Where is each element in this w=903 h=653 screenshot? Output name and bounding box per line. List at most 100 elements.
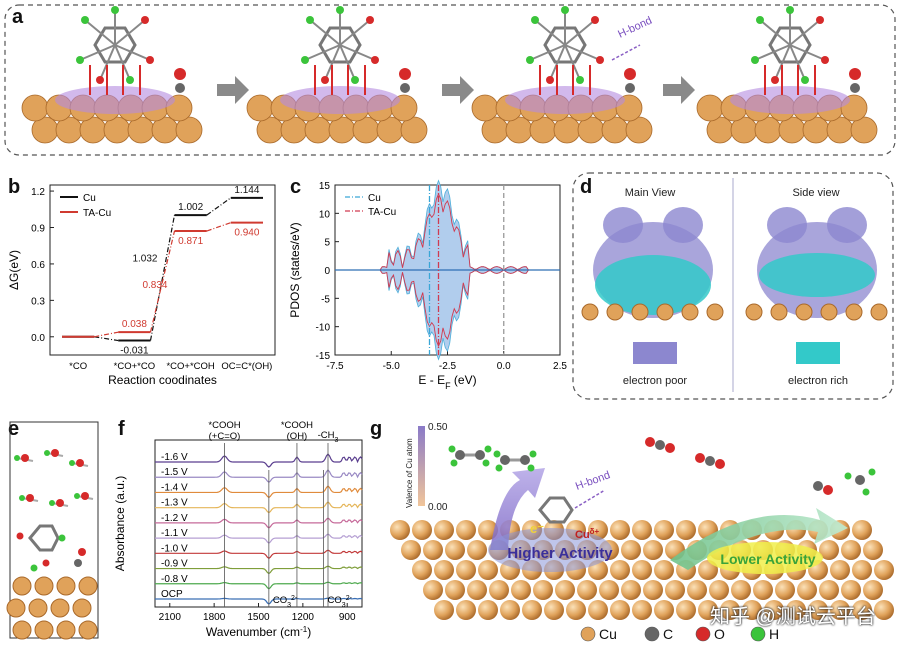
valence-colorbar xyxy=(418,426,425,506)
ta-cu-pdos-line xyxy=(335,192,560,348)
cu-atom xyxy=(819,540,839,560)
cu-atom xyxy=(830,600,850,620)
energy-connector xyxy=(94,336,119,342)
g-hbond-label: H-bond xyxy=(574,469,612,493)
cu-atom xyxy=(588,600,608,620)
lower-activity-label: Lower Activity xyxy=(720,551,815,567)
x-tick-label: 1500 xyxy=(247,612,270,623)
cu-atom xyxy=(423,580,443,600)
ta-layer xyxy=(730,86,850,114)
cu-atom xyxy=(745,303,763,321)
h-atom xyxy=(19,495,25,501)
legend-atom-label: O xyxy=(714,626,725,642)
legend-atom-label: Cu xyxy=(599,626,617,642)
main-view-label: Main View xyxy=(625,187,676,199)
spectrum-label: -1.6 V xyxy=(161,452,188,463)
panel-d-frame xyxy=(572,172,894,400)
ring xyxy=(93,26,137,64)
spectrum-label: -1.4 V xyxy=(161,482,188,493)
cu-atom xyxy=(643,580,663,600)
cu-atom xyxy=(412,520,432,540)
step-label: 0.834 xyxy=(142,280,167,291)
cu-atom xyxy=(676,600,696,620)
y-tick-label: 0.3 xyxy=(31,296,45,307)
cu-atom xyxy=(246,94,274,122)
legend-label: TA-Cu xyxy=(368,207,396,218)
panel-b-letter: b xyxy=(8,176,21,198)
cu-atom xyxy=(34,576,54,596)
x-axis-label: E - EF (eV) xyxy=(418,373,476,391)
cu-atom xyxy=(656,303,674,321)
cu-atom xyxy=(742,600,762,620)
lower-activity-patch xyxy=(707,542,823,574)
x-tick-label: -7.5 xyxy=(326,361,344,372)
cu-atom xyxy=(456,520,476,540)
panel-e-cell xyxy=(9,421,99,639)
cu-atom xyxy=(808,600,828,620)
o-atom xyxy=(26,494,34,502)
cu-atom xyxy=(681,303,699,321)
cu-atom xyxy=(632,560,652,580)
spectrum-label: -1.5 V xyxy=(161,467,188,478)
side-view-image xyxy=(745,207,888,321)
spectrum-label: -1.0 V xyxy=(161,543,188,554)
y-tick-label: 1.2 xyxy=(31,187,45,198)
spectrum-label: -1.3 V xyxy=(161,498,188,509)
cu-atom xyxy=(21,94,49,122)
panel-a-letter: a xyxy=(12,6,24,28)
cu-atom xyxy=(852,520,872,540)
panel-e-structure xyxy=(6,421,99,640)
legend-label: Cu xyxy=(83,193,96,204)
structure-2 xyxy=(246,6,428,144)
y-tick-label: 0.0 xyxy=(31,333,45,344)
panel-b-free-energy-chart: 0.0 0.3 0.6 0.9 1.2 *CO *CO+*CO *CO+*COH OC=C*(O… xyxy=(7,184,276,387)
rich-region xyxy=(595,255,711,315)
higher-activity-arrow xyxy=(490,468,545,550)
panel-d-letter: d xyxy=(580,176,593,198)
cu-atom xyxy=(830,560,850,580)
cu-atom xyxy=(870,303,888,321)
cu-atom xyxy=(401,540,421,560)
cu-atom xyxy=(654,560,674,580)
x-tick-label: 1800 xyxy=(203,612,226,623)
energy-connector xyxy=(149,230,176,333)
spectrum-line xyxy=(155,565,363,575)
ring xyxy=(768,26,812,64)
x-tick-label: -2.5 xyxy=(439,361,457,372)
cu-atom xyxy=(434,600,454,620)
o-atom xyxy=(399,68,411,80)
h-atom xyxy=(801,76,809,84)
c-atom xyxy=(175,83,185,93)
cu-atom xyxy=(786,600,806,620)
energy-label: 1.144 xyxy=(234,185,259,196)
o-atom xyxy=(321,76,329,84)
h-atom xyxy=(81,16,89,24)
cu-atom xyxy=(412,560,432,580)
cu-atom xyxy=(819,580,839,600)
y-tick-label: 10 xyxy=(319,209,331,220)
spectrum-label: -0.8 V xyxy=(161,574,188,585)
o-atom xyxy=(81,492,89,500)
cu-atom xyxy=(456,600,476,620)
electron-poor-label: electron poor xyxy=(623,375,688,387)
rich-region xyxy=(759,253,875,297)
cu-atom xyxy=(841,540,861,560)
cu-atom xyxy=(852,560,872,580)
arrow-3 xyxy=(663,76,695,104)
legend-atom-cu xyxy=(580,626,596,642)
h-atom xyxy=(126,76,134,84)
h-atom xyxy=(351,76,359,84)
h-atom xyxy=(531,16,539,24)
watermark: 知乎 @测试云平台 xyxy=(710,606,876,628)
cu-atom xyxy=(753,580,773,600)
cu-atom xyxy=(555,580,575,600)
x-axis-label: Wavenumber (cm-1) xyxy=(206,625,311,640)
energy-label: 1.002 xyxy=(178,202,203,213)
cu-atom xyxy=(625,116,653,144)
legend-atom-o xyxy=(695,626,711,642)
cu-atom xyxy=(696,94,724,122)
h-atom xyxy=(74,493,80,499)
cu-atom xyxy=(467,540,487,560)
o-atom xyxy=(596,56,604,64)
cu-atom xyxy=(731,580,751,600)
